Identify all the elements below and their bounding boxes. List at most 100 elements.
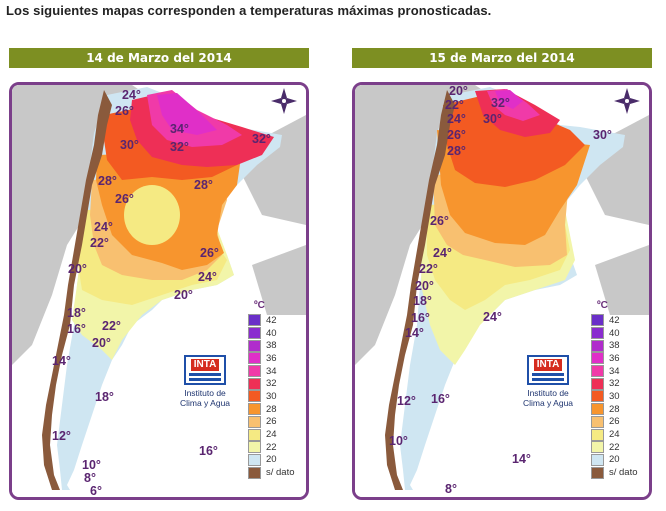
inta-logo-block: INTA Instituto de Clima y Agua [162,355,248,408]
temp-label: 16° [431,392,450,406]
legend-swatch [248,390,261,403]
legend-label: 24 [609,429,620,441]
temp-label: 20° [174,288,193,302]
temp-label: 26° [447,128,466,142]
legend-row: 32 [591,377,649,390]
temp-label: 8° [445,482,457,496]
temp-label: 26° [430,214,449,228]
legend-swatch [248,466,261,479]
map-date-header: 15 de Marzo del 2014 [352,48,652,68]
legend-row: 40 [591,327,649,340]
temp-label: 26° [115,192,134,206]
legend-label: 28 [609,403,620,415]
map-graphic: 24° 26° 34° 32° 32° 30° 28° 28° 26° 24° … [12,85,306,497]
legend-swatch [248,314,261,327]
legend-swatch [248,428,261,441]
temp-label: 32° [252,132,271,146]
temp-label: 22° [445,98,464,112]
legend-label: 30 [266,390,277,402]
legend-label: 34 [609,365,620,377]
temp-label: 26° [200,246,219,260]
legend-label: 32 [609,378,620,390]
legend-swatch [248,365,261,378]
temp-label: 30° [593,128,612,142]
legend-label: s/ dato [266,467,295,479]
legend-swatch [591,339,604,352]
legend-label: 20 [266,454,277,466]
legend-label: 40 [266,327,277,339]
legend-row: 20 [248,453,306,467]
legend-swatch [248,403,261,416]
temperature-legend: ºC 42 40 38 36 34 32 30 28 26 24 22 20 s/ dato [591,300,649,479]
org-name-line2: Clima y Agua [522,398,574,408]
temp-label: 32° [170,140,189,154]
temp-label: 20° [92,336,111,350]
legend-swatch [591,466,604,479]
legend-label: 20 [609,454,620,466]
temp-label: 30° [120,138,139,152]
legend-swatch [591,327,604,340]
legend-label: 24 [266,429,277,441]
legend-label: s/ dato [609,467,638,479]
temp-label: 16° [199,444,218,458]
legend-row: 34 [248,365,306,378]
temp-label: 14° [52,354,71,368]
temp-label: 28° [447,144,466,158]
legend-label: 38 [609,340,620,352]
legend-swatch [248,377,261,390]
temp-label: 24° [122,88,141,102]
legend-row: 32 [248,377,306,390]
temp-label: 18° [413,294,432,308]
legend-swatch [591,390,604,403]
legend-swatch [591,403,604,416]
legend-row: 36 [248,352,306,365]
legend-swatch [591,377,604,390]
legend-row: 36 [591,352,649,365]
temp-label: 20° [415,279,434,293]
temp-label: 16° [67,322,86,336]
legend-label: 30 [609,390,620,402]
logo-bar [532,373,564,376]
legend-label: 22 [609,441,620,453]
legend-label: 26 [266,416,277,428]
temp-label: 30° [483,112,502,126]
temp-label: 32° [491,96,510,110]
legend-row: 40 [248,327,306,340]
inta-logo-block: INTA Instituto de Clima y Agua [505,355,591,408]
legend-label: 26 [609,416,620,428]
temperature-legend: ºC 42 40 38 36 34 32 30 28 26 24 22 20 s/ dato [248,300,306,479]
legend-row: 26 [591,415,649,429]
temp-label: 18° [95,390,114,404]
legend-swatch [591,415,604,428]
temp-label: 16° [411,311,430,325]
legend-swatch [591,428,604,441]
temp-label: 14° [405,326,424,340]
temp-label: 12° [52,429,71,443]
legend-title: ºC [254,300,265,311]
legend-row: 20 [591,453,649,467]
temp-label: 24° [433,246,452,260]
org-name-line1: Instituto de [184,388,226,398]
legend-row: s/ dato [248,466,306,479]
temp-label: 8° [84,471,96,485]
legend-label: 42 [609,314,620,326]
legend-row: 30 [248,390,306,403]
legend-swatch [591,441,604,454]
legend-title: ºC [597,300,608,311]
legend-row: s/ dato [591,466,649,479]
legend-row: 42 [248,314,306,327]
temp-label: 6° [90,484,102,497]
org-name-line1: Instituto de [527,388,569,398]
legend-label: 32 [266,378,277,390]
legend-row: 30 [591,390,649,403]
legend-row: 38 [591,339,649,352]
temp-label: 10° [389,434,408,448]
map-panel-14-marzo: 14 de Marzo del 2014 [9,48,309,500]
legend-row: 24 [248,428,306,441]
legend-swatch [591,314,604,327]
temp-label: 26° [115,104,134,118]
temp-label: 20° [449,85,468,98]
map-date-header: 14 de Marzo del 2014 [9,48,309,68]
temperature-map: 24° 26° 34° 32° 32° 30° 28° 28° 26° 24° … [9,82,309,500]
legend-swatch [248,327,261,340]
